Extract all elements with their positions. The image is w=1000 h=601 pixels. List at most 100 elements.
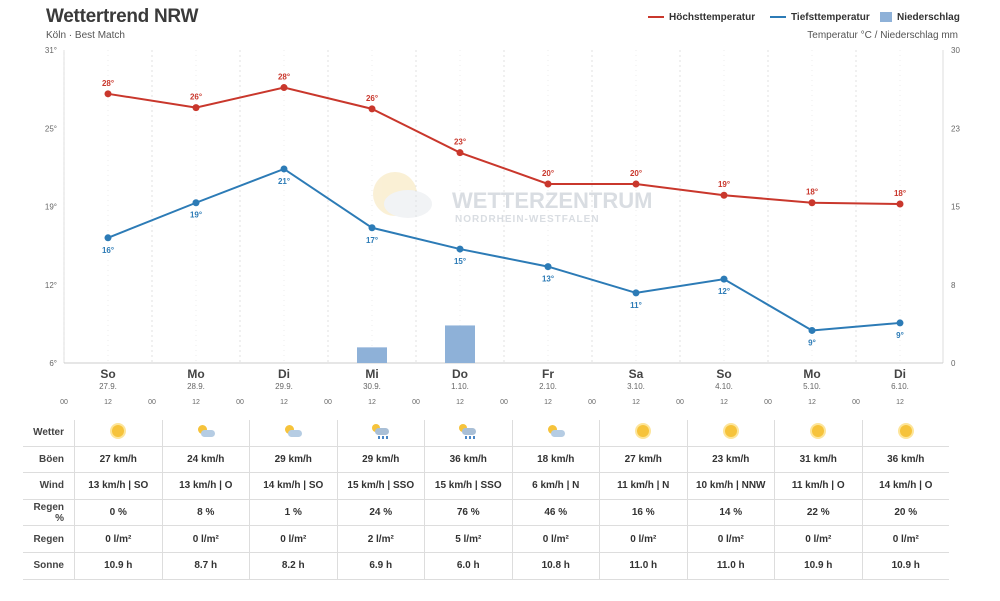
precip-bar [445, 325, 475, 363]
legend-line-max-icon [648, 16, 664, 19]
x-axis-hour-tick: 12 [192, 399, 200, 406]
x-axis-day-label: Di [278, 367, 290, 381]
x-axis-day-label: So [100, 367, 115, 381]
table-cell: 0 l/m² [249, 525, 337, 553]
table-cell: 24 % [336, 499, 425, 527]
y-axis-right-tick: 15 [951, 203, 960, 212]
sun-icon [899, 425, 912, 438]
data-label-min: 9° [808, 338, 816, 347]
x-axis-date-label: 27.9. [99, 382, 117, 391]
x-axis-day-label: Di [894, 367, 906, 381]
forecast-table: Wetter Böen 27 km/h 24 km/h 29 km/h 29 km/h 36… [23, 420, 949, 580]
x-axis-hour-tick: 12 [720, 399, 728, 406]
weather-icon-cell [74, 420, 162, 447]
y-axis-right-tick: 0 [951, 359, 956, 368]
data-point-min [280, 165, 288, 173]
legend-item-max[interactable]: Höchsttemperatur [648, 12, 755, 23]
sun-rain-icon [459, 423, 477, 439]
table-cell: 6 km/h | N [511, 472, 600, 500]
weather-chart: 6° 12° 19° 25° 31° 0 8 15 23 30 WETTERZENTRUMNORDR… [45, 46, 961, 406]
weather-icon-cell [599, 420, 687, 447]
table-cell: 8 % [161, 499, 250, 527]
x-axis-date-label: 2.10. [539, 382, 557, 391]
legend-item-precip[interactable]: Niederschlag [880, 12, 960, 23]
data-label-min: 17° [366, 236, 378, 245]
legend-label-max: Höchsttemperatur [669, 12, 756, 23]
data-point-min [720, 275, 728, 283]
x-axis-hour-tick: 00 [676, 399, 684, 406]
data-point-min [456, 245, 464, 253]
row-spacer [64, 525, 75, 553]
data-point-min [896, 319, 904, 327]
x-axis-day-label: Mi [365, 367, 378, 381]
table-cell: 6.9 h [336, 552, 425, 580]
x-axis-hour-tick: 12 [280, 399, 288, 406]
table-cell: 5 l/m² [424, 525, 512, 553]
table-cell: 0 l/m² [511, 525, 600, 553]
table-cell: 0 l/m² [686, 525, 775, 553]
sun-rain-icon [371, 423, 390, 439]
table-cell: 14 km/h | O [861, 472, 949, 500]
data-label-min: 12° [718, 287, 730, 296]
table-cell: 23 km/h [686, 446, 775, 474]
data-label-max: 20° [630, 169, 642, 178]
legend-label-min: Tiefsttemperatur [791, 12, 870, 23]
table-cell: 14 % [686, 499, 775, 527]
table-cell: 27 km/h [74, 446, 162, 474]
table-cell: 24 km/h [161, 446, 250, 474]
table-cell: 36 km/h [861, 446, 949, 474]
data-label-max: 28° [102, 79, 114, 88]
x-axis-hour-tick: 00 [588, 399, 596, 406]
x-axis-hour-tick: 12 [456, 399, 464, 406]
x-axis-date-label: 4.10. [715, 382, 733, 391]
x-axis-day-label: Sa [629, 367, 644, 381]
chart-title: Wettertrend NRW [46, 6, 199, 27]
axis-units-label: Temperatur °C / Niederschlag mm [807, 30, 958, 41]
table-cell: 13 km/h | SO [74, 472, 162, 500]
data-point-max [192, 104, 200, 112]
series-line-max [107, 86, 901, 205]
row-label: Wetter [23, 420, 64, 447]
x-axis-hour-tick: 12 [104, 399, 112, 406]
y-axis-left-tick: 31° [45, 46, 57, 55]
x-axis-day-label: So [716, 367, 731, 381]
x-axis-hour-tick: 00 [324, 399, 332, 406]
sun-icon [112, 425, 125, 438]
data-point-min [808, 326, 816, 334]
x-axis-hour-tick: 00 [60, 399, 68, 406]
sun-icon [724, 425, 737, 438]
x-axis-day-label: Do [452, 367, 468, 381]
table-cell: 36 km/h [424, 446, 512, 474]
table-cell: 11 km/h | O [774, 472, 862, 500]
data-point-min [632, 289, 640, 297]
data-point-max [544, 180, 552, 188]
legend-line-min-icon [770, 16, 786, 19]
table-cell: 0 % [74, 499, 162, 527]
table-cell: 0 l/m² [861, 525, 949, 553]
table-cell: 46 % [511, 499, 600, 527]
data-label-max: 18° [894, 189, 906, 198]
legend-item-min[interactable]: Tiefsttemperatur [770, 12, 870, 23]
table-cell: 10.9 h [74, 552, 162, 580]
x-axis-day-label: Mo [803, 367, 820, 381]
row-label: Regen % [23, 499, 64, 527]
data-label-min: 21° [278, 177, 290, 186]
row-label: Wind [23, 472, 64, 500]
sun-cloud-icon [284, 424, 303, 438]
x-axis-date-label: 28.9. [187, 382, 205, 391]
x-axis-date-label: 6.10. [891, 382, 909, 391]
table-cell: 8.7 h [161, 552, 250, 580]
data-label-max: 26° [190, 93, 202, 102]
table-cell: 13 km/h | O [161, 472, 250, 500]
x-axis-hour-tick: 00 [500, 399, 508, 406]
chart-subtitle: Köln · Best Match [46, 30, 125, 41]
table-cell: 11.0 h [599, 552, 687, 580]
y-axis-right-tick: 30 [951, 46, 960, 55]
legend-box-precip-icon [880, 12, 892, 23]
y-axis-left-tick: 12° [45, 281, 57, 290]
table-cell: 6.0 h [424, 552, 512, 580]
row-spacer [64, 552, 75, 580]
table-cell: 10.9 h [861, 552, 949, 580]
table-cell: 15 km/h | SSO [424, 472, 512, 500]
x-axis-hour-tick: 12 [808, 399, 816, 406]
